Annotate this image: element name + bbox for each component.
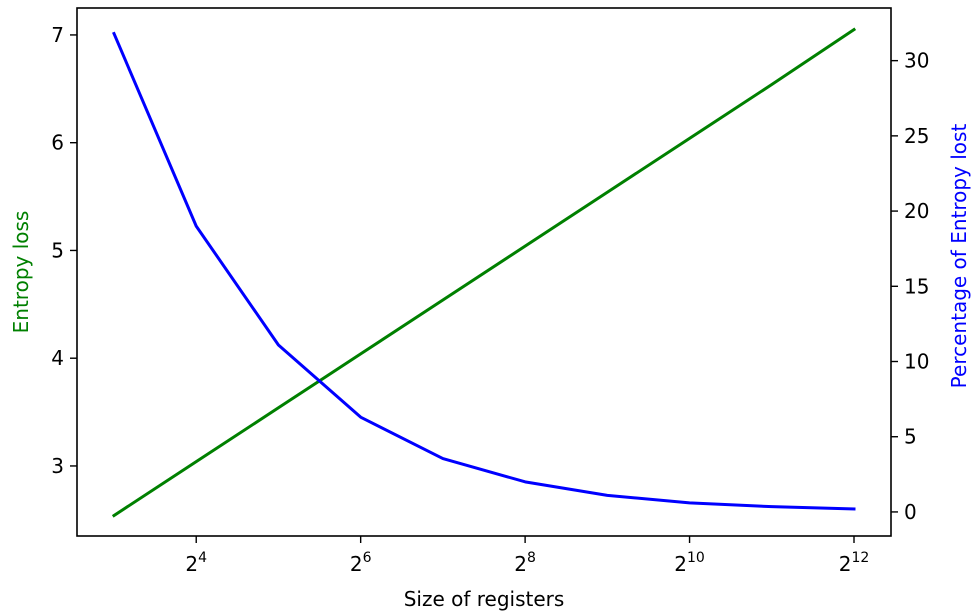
x-axis-ticks: 24 26 28 210 212 <box>185 536 869 576</box>
left-y-tick-label: 7 <box>51 23 64 47</box>
x-tick-label: 28 <box>514 550 536 576</box>
right-y-tick-label: 20 <box>904 199 929 223</box>
x-tick-label: 26 <box>350 550 372 576</box>
right-y-tick-label: 15 <box>904 274 929 298</box>
right-y-tick-label: 10 <box>904 350 929 374</box>
series-lines <box>111 27 857 518</box>
right-y-axis-title: Percentage of Entropy lost <box>947 124 971 389</box>
plot-frame <box>76 7 892 537</box>
x-axis-title: Size of registers <box>404 587 565 611</box>
percentage-entropy-lost-line <box>112 31 856 511</box>
entropy-loss-line <box>111 27 857 518</box>
x-tick-label: 24 <box>185 550 207 576</box>
left-y-tick-label: 6 <box>51 131 64 155</box>
right-y-axis-ticks: 0 5 10 15 20 25 30 <box>891 49 929 524</box>
left-y-tick-label: 3 <box>51 454 64 478</box>
left-y-tick-label: 5 <box>51 238 64 262</box>
x-tick-label: 210 <box>674 550 705 576</box>
right-y-tick-label: 25 <box>904 124 929 148</box>
left-y-axis-title: Entropy loss <box>9 211 33 334</box>
left-y-axis-ticks: 3 4 5 6 7 <box>51 23 77 478</box>
right-y-tick-label: 5 <box>904 425 917 449</box>
left-y-tick-label: 4 <box>51 346 64 370</box>
x-tick-label: 212 <box>839 550 870 576</box>
right-y-tick-label: 0 <box>904 500 917 524</box>
right-y-tick-label: 30 <box>904 49 929 73</box>
